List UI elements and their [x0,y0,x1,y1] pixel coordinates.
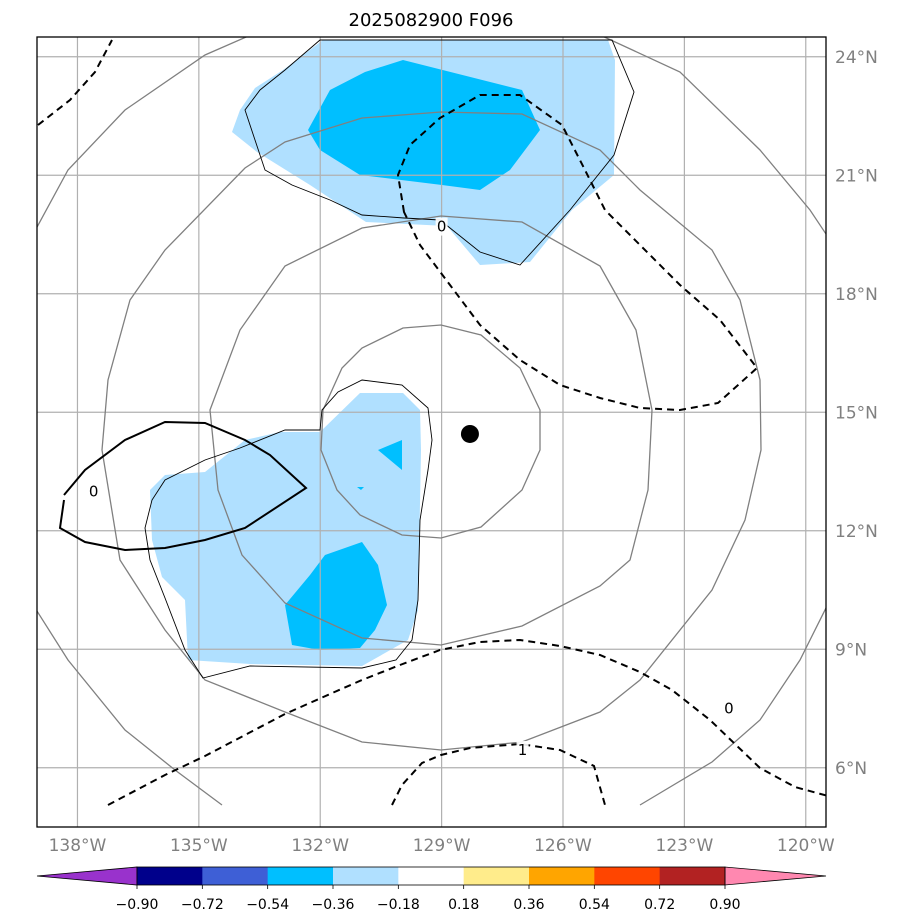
longitude-labels: 138°W 135°W 132°W 129°W 126°W 123°W 120°W [49,836,835,856]
contour-label-bg [435,217,448,236]
lat-label-5: 21°N [835,166,878,186]
shaded-field [150,40,615,666]
map-frame [36,36,827,828]
colorbar-bin-1 [202,867,269,885]
colorbar-bin-3 [333,867,399,885]
colorbar: −0.90 −0.72 −0.54 −0.36 −0.18 0.18 0.36 0.54 0.7… [36,866,827,913]
colorbar-label-3: −0.36 [312,897,355,913]
colorbar-label-7: 0.54 [579,897,610,913]
contour-label-2: 0 [722,699,735,718]
lon-label-5: 123°W [656,836,714,856]
gridlines [37,37,826,827]
colorbar-outline [136,866,726,886]
colorbar-bin-6 [529,867,595,885]
range-rings [37,37,826,806]
lon-label-0: 138°W [49,836,107,856]
colorbar-label-4: −0.18 [377,897,420,913]
thin-contour-south [144,379,433,679]
lon-label-4: 126°W [534,836,592,856]
contour-label-bg [516,740,529,759]
contour-label-text: 0 [437,218,447,236]
map-title: 2025082900 F096 [349,10,514,31]
colorbar-bin-7 [594,867,661,885]
colorbar-label-2: −0.54 [246,897,289,913]
lon-label-3: 129°W [413,836,471,856]
contour-label-bg [87,482,100,501]
range-ring-4-west [37,37,248,229]
range-ring-4-south-east [639,606,826,806]
colorbar-bin-4 [398,867,465,885]
contour-label-text: 0 [724,700,734,718]
lat-label-6: 24°N [835,48,878,68]
map-area: 0 0 0 1 [37,37,826,827]
range-ring-3 [101,111,762,751]
storm-center-marker [460,424,479,443]
shade-south-mid-dot [357,487,364,490]
lon-label-2: 132°W [291,836,349,856]
contour-label-1: 0 [435,217,448,236]
colorbar-label-8: 0.72 [644,897,675,913]
colorbar-under-triangle [36,866,138,886]
shade-north-mid [308,60,540,190]
colorbar-over-triangle [724,866,827,886]
thin-contour-north [244,39,635,266]
range-ring-4 [602,37,826,236]
colorbar-label-9: 0.90 [709,897,740,913]
colorbar-bin-2 [267,867,334,885]
latitude-labels: 6°N 9°N 12°N 15°N 18°N 21°N 24°N [835,48,878,779]
shade-south-mid-small [378,440,402,470]
contour-label-0: 0 [87,482,100,501]
shade-south-mid-big [285,542,387,650]
colorbar-label-1: −0.72 [181,897,224,913]
lat-label-2: 12°N [835,522,878,542]
colorbar-bin-5 [463,867,530,885]
dashed-contours [37,39,826,806]
dashed-contour-north [396,94,759,412]
colorbar-label-0: −0.90 [116,897,159,913]
range-ring-4-south-west [37,609,223,806]
range-ring-1 [320,324,541,539]
lon-label-1: 135°W [170,836,228,856]
dashed-contour-northwest [37,39,113,126]
lon-label-6: 120°W [777,836,835,856]
contour-labels: 0 0 0 1 [87,217,735,759]
colorbar-bin-8 [659,867,726,885]
colorbar-bin-0 [137,867,203,885]
lat-label-1: 9°N [835,640,867,660]
dashed-contour-southeast [391,742,606,806]
lat-label-3: 15°N [835,403,878,423]
contour-label-text: 1 [518,741,528,759]
lat-label-0: 6°N [835,759,867,779]
colorbar-label-6: 0.36 [513,897,544,913]
solid-contour-west [58,420,308,552]
contour-label-bg [722,699,735,718]
lat-label-4: 18°N [835,285,878,305]
thin-contours [144,39,635,679]
contour-label-3: 1 [516,740,529,759]
colorbar-label-5: 0.18 [448,897,479,913]
contour-label-text: 0 [89,482,99,500]
range-ring-2 [209,215,653,646]
